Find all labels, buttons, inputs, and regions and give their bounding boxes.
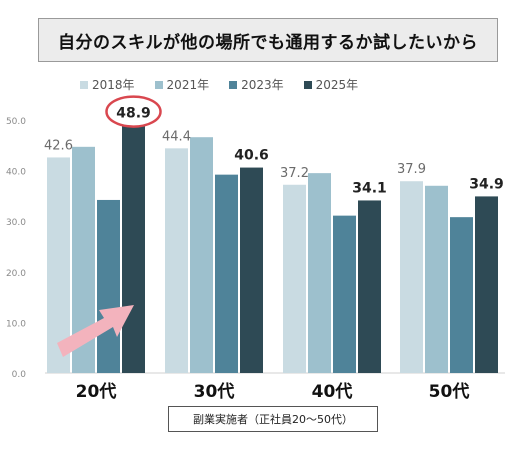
bar-50代-2018年	[400, 181, 423, 373]
data-label: 37.2	[280, 166, 309, 181]
bar-20代-2018年	[47, 157, 70, 373]
data-label: 48.9	[116, 106, 151, 122]
legend-item-2018: 2018年	[80, 76, 135, 93]
x-tick-label: 40代	[312, 381, 353, 402]
bar-50代-2023年	[450, 217, 473, 373]
data-label: 34.1	[352, 180, 387, 196]
data-label: 42.6	[44, 138, 73, 153]
x-tick-label: 50代	[429, 381, 470, 402]
bar-30代-2025年	[240, 167, 263, 373]
bar-40代-2021年	[308, 173, 331, 373]
legend-item-2021: 2021年	[154, 76, 210, 93]
bar-30代-2023年	[215, 174, 238, 373]
bar-20代-2021年	[72, 146, 95, 373]
footnote: 副業実施者（正社員20～50代）	[168, 406, 378, 432]
legend-swatch-2018	[80, 80, 88, 89]
y-tick-label: 20.0	[6, 269, 26, 279]
x-tick-label: 20代	[76, 381, 117, 402]
legend-item-2025: 2025年	[303, 76, 359, 93]
legend-swatch-2023	[229, 80, 238, 89]
data-label: 44.4	[162, 129, 191, 144]
data-label: 37.9	[397, 162, 426, 177]
bar-50代-2021年	[425, 185, 448, 373]
bar-30代-2021年	[190, 137, 213, 373]
bar-40代-2025年	[358, 200, 381, 373]
legend-label-2023: 2023年	[241, 78, 284, 92]
bar-40代-2023年	[333, 215, 356, 373]
legend-swatch-2021	[154, 80, 163, 89]
data-label: 40.6	[234, 148, 269, 164]
highlight-ring	[105, 95, 162, 128]
bar-50代-2025年	[475, 196, 498, 373]
x-tick-label: 30代	[194, 381, 235, 402]
y-tick-label: 10.0	[6, 319, 26, 329]
highlight-arrow	[57, 305, 134, 357]
y-tick-label: 0.0	[12, 370, 27, 380]
y-tick-label: 30.0	[6, 218, 26, 228]
legend-label-2021: 2021年	[166, 78, 210, 92]
bar-20代-2025年	[122, 125, 145, 373]
bar-30代-2018年	[165, 148, 188, 373]
data-label: 34.9	[469, 176, 504, 192]
legend: 2018年 2021年 2023年 2025年	[80, 76, 358, 93]
legend-label-2018: 2018年	[92, 78, 135, 92]
bar-40代-2018年	[283, 184, 306, 373]
y-tick-label: 50.0	[6, 117, 26, 127]
legend-item-2023: 2023年	[229, 76, 284, 93]
legend-label-2025: 2025年	[315, 78, 359, 92]
chart-title: 自分のスキルが他の場所でも通用するか試したいから	[38, 18, 498, 62]
legend-swatch-2025	[303, 80, 312, 89]
y-tick-label: 40.0	[6, 168, 26, 178]
bar-20代-2023年	[97, 199, 120, 373]
